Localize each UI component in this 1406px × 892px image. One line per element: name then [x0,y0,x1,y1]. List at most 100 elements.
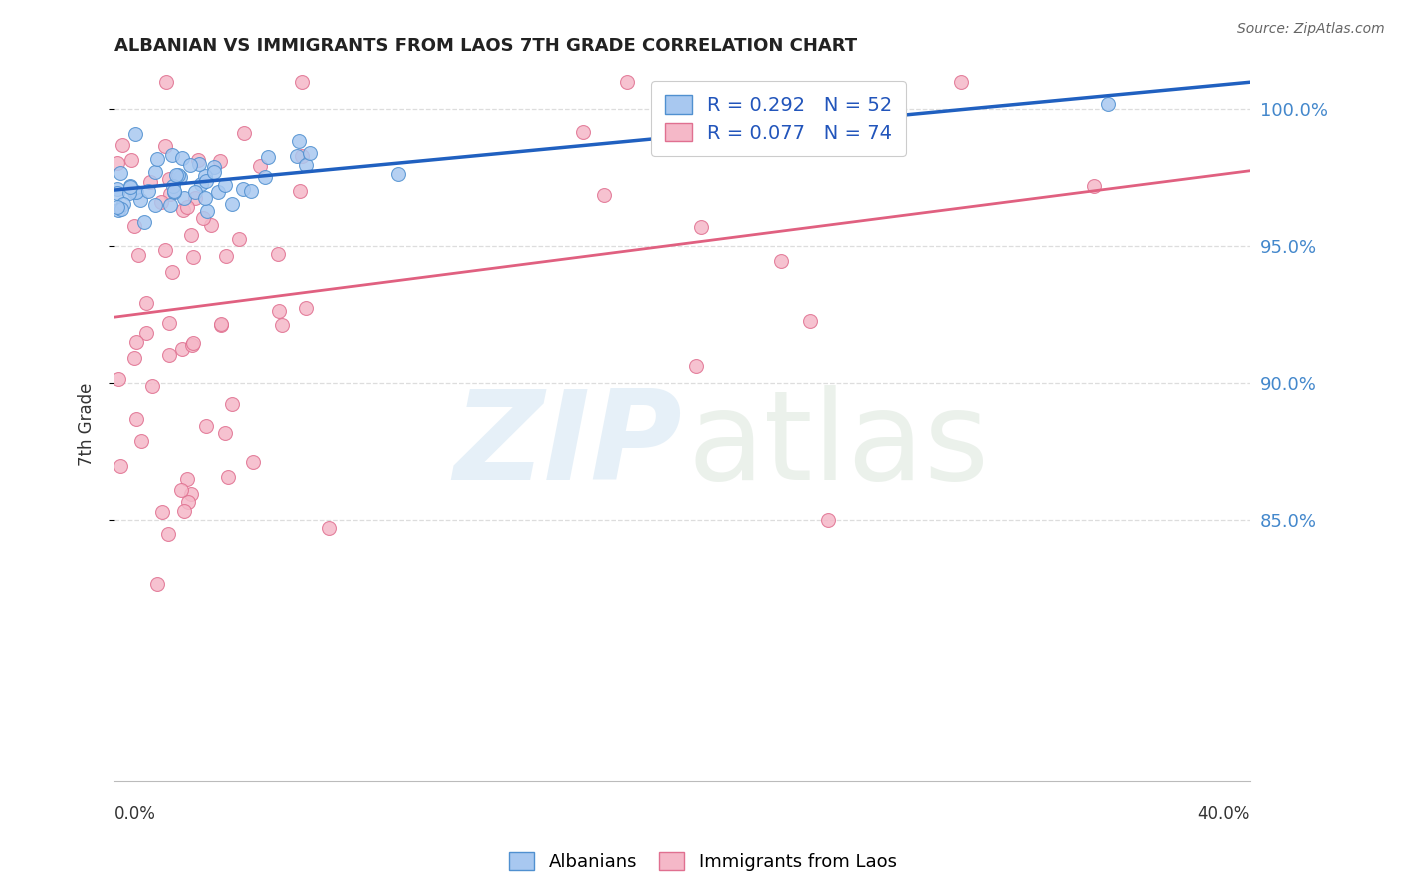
Point [143,165,166,179]
Point [257,150,280,164]
Point [108,459,131,474]
Point [190,178,212,192]
Point [193,211,215,225]
Point [105,182,128,196]
Point [194,191,217,205]
Point [195,174,218,188]
Point [181,335,204,350]
Point [572,125,595,139]
Point [143,198,166,212]
Point [291,75,314,89]
Point [160,265,183,279]
Point [288,134,311,148]
Point [208,154,231,169]
Point [120,179,142,194]
Point [170,343,193,357]
Point [253,169,276,184]
Point [194,169,217,183]
Point [159,187,181,202]
Point [157,348,180,362]
Point [134,215,156,229]
Point [127,248,149,262]
Point [1097,96,1119,111]
Point [136,184,159,198]
Point [180,487,202,501]
Point [173,191,195,205]
Point [249,159,271,173]
Point [181,338,204,352]
Point [165,168,187,182]
Point [187,153,209,167]
Y-axis label: 7th Grade: 7th Grade [79,383,96,466]
Point [163,184,186,198]
Point [799,314,821,328]
Point [817,513,839,527]
Point [176,200,198,214]
Point [107,202,129,217]
Point [1083,178,1105,193]
Point [110,202,132,216]
Point [221,196,243,211]
Point [155,243,177,257]
Point [160,148,183,162]
Point [232,182,254,196]
Point [239,184,262,198]
Point [387,167,409,181]
Point [181,250,204,264]
Point [159,198,181,212]
Point [228,232,250,246]
Point [290,184,312,198]
Point [125,185,148,199]
Point [269,303,291,318]
Point [146,153,169,167]
Point [188,157,211,171]
Point [129,434,152,449]
Point [105,186,128,200]
Point [207,185,229,199]
Point [150,194,173,209]
Point [141,379,163,393]
Point [169,483,191,497]
Point [118,186,141,200]
Point [270,318,292,332]
Point [685,359,707,374]
Text: 40.0%: 40.0% [1198,805,1250,823]
Point [105,200,128,214]
Point [195,204,218,219]
Point [202,160,225,174]
Point [209,318,232,332]
Point [110,165,132,179]
Point [166,168,188,182]
Point [146,577,169,591]
Text: ZIP: ZIP [453,385,682,506]
Point [122,351,145,365]
Point [200,218,222,232]
Point [233,126,256,140]
Point [242,455,264,469]
Point [107,372,129,386]
Legend: Albanians, Immigrants from Laos: Albanians, Immigrants from Laos [502,846,904,879]
Point [122,219,145,234]
Point [689,220,711,235]
Point [170,151,193,165]
Point [139,175,162,189]
Point [180,227,202,242]
Point [129,193,152,207]
Point [202,165,225,179]
Point [176,472,198,486]
Text: ALBANIAN VS IMMIGRANTS FROM LAOS 7TH GRADE CORRELATION CHART: ALBANIAN VS IMMIGRANTS FROM LAOS 7TH GRA… [114,37,858,55]
Text: Source: ZipAtlas.com: Source: ZipAtlas.com [1237,22,1385,37]
Point [163,185,186,199]
Point [155,75,177,89]
Point [162,179,184,194]
Point [111,197,134,211]
Point [318,521,340,535]
Point [153,138,176,153]
Point [124,127,146,141]
Point [295,301,318,315]
Point [949,75,972,89]
Point [173,504,195,518]
Point [769,254,792,268]
Legend: R = 0.292   N = 52, R = 0.077   N = 74: R = 0.292 N = 52, R = 0.077 N = 74 [651,81,907,156]
Point [616,75,638,89]
